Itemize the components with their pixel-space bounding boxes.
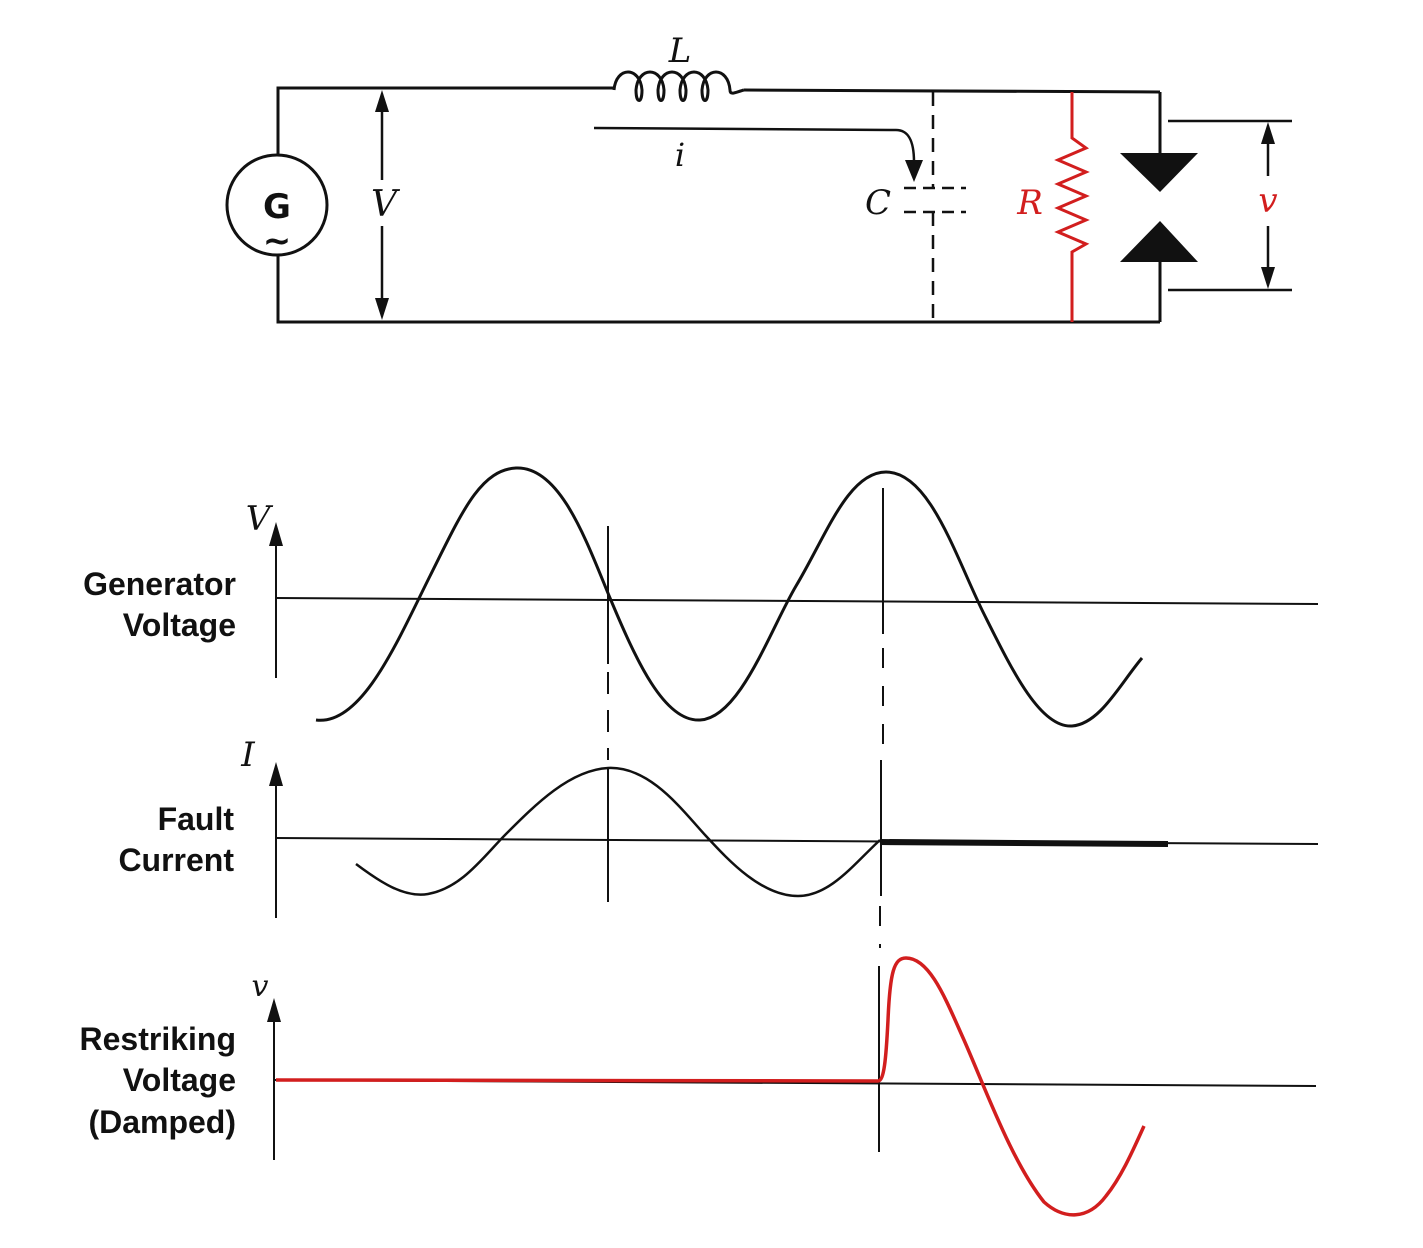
gen-voltage-title-line1: Generator (83, 566, 236, 602)
restriking-axis-label: v (252, 969, 269, 1004)
restriking-title-line1: Restriking (80, 1021, 236, 1057)
capacitor-label: C (865, 183, 891, 223)
V-arrowhead-down (375, 298, 389, 320)
generator-tilde: ~ (263, 221, 292, 261)
generator-voltage-curve (315, 466, 1144, 728)
generator-circle (225, 153, 329, 257)
wire-top-left (276, 86, 614, 156)
fault-current-zero-after-interruption (879, 839, 1169, 847)
fault-current-curve (355, 766, 881, 898)
inductor-coil (612, 70, 745, 102)
inductor-label: L (668, 31, 692, 71)
fault-current-title-line2: Current (118, 842, 234, 878)
V-arrowhead-up (375, 90, 389, 112)
resistor (1054, 92, 1090, 322)
breaker-contact-upper (1120, 153, 1198, 192)
restriking-title-line2: Voltage (123, 1062, 236, 1098)
restriking-voltage-curve (275, 956, 1146, 1217)
fault-current-axis-label: I (240, 735, 255, 775)
circuit-diagram (225, 70, 1292, 324)
v-arrowhead-down (1261, 267, 1275, 289)
current-arrow-line (593, 126, 916, 163)
gen-voltage-axis-label: V (246, 499, 274, 539)
restriking-y-arrowhead (267, 998, 281, 1022)
resistor-label: R (1016, 183, 1043, 223)
supply-voltage-label: V (371, 184, 401, 225)
generator-label: G (263, 187, 291, 227)
breaker-voltage-label: v (1258, 181, 1277, 221)
gen-voltage-y-arrowhead (269, 522, 283, 546)
gen-voltage-baseline (275, 597, 1319, 605)
v-arrowhead-up (1261, 122, 1275, 144)
waveform-titles: Generator Voltage Fault Current Restriki… (80, 566, 236, 1140)
wire-top-right (743, 88, 1161, 94)
gen-voltage-title-line2: Voltage (123, 607, 236, 643)
current-label: i (675, 136, 685, 174)
fault-current-y-arrowhead (269, 762, 283, 786)
fault-current-title-line1: Fault (158, 801, 235, 837)
current-arrowhead (905, 160, 923, 182)
restriking-title-line3: (Damped) (88, 1104, 236, 1140)
breaker-contact-lower (1120, 221, 1198, 262)
wire-bottom (276, 256, 1160, 324)
